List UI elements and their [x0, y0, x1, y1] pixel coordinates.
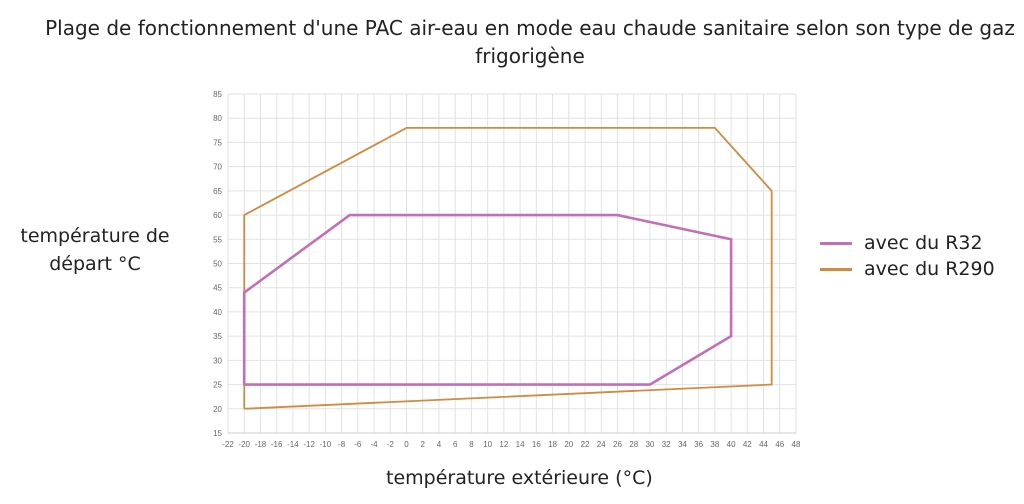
x-tick-label: 42 [743, 440, 752, 449]
y-tick-label: 45 [213, 284, 222, 293]
x-tick-label: 46 [775, 440, 784, 449]
x-tick-label: -2 [387, 440, 395, 449]
x-tick-label: -10 [320, 440, 332, 449]
x-tick-label: -12 [303, 440, 315, 449]
x-tick-label: 28 [629, 440, 638, 449]
x-tick-label: 4 [437, 440, 442, 449]
x-tick-label: -20 [238, 440, 250, 449]
x-tick-label: 40 [727, 440, 736, 449]
legend: avec du R32 avec du R290 [820, 230, 995, 282]
x-tick-label: 2 [421, 440, 426, 449]
legend-swatch-r290 [820, 267, 852, 271]
series-line-r290 [243, 127, 773, 410]
y-tick-label: 75 [213, 138, 222, 147]
x-tick-label: 26 [613, 440, 622, 449]
x-tick-label: 48 [792, 440, 801, 449]
x-tick-label: 30 [645, 440, 654, 449]
x-tick-label: 38 [710, 440, 719, 449]
x-tick-label: 10 [483, 440, 492, 449]
x-tick-label: -6 [354, 440, 362, 449]
series-line-r32 [242, 213, 733, 386]
x-tick-label: 6 [453, 440, 458, 449]
x-tick-label: -8 [338, 440, 346, 449]
x-tick-label: 8 [469, 440, 474, 449]
y-tick-label: 40 [213, 308, 222, 317]
y-tick-label: 65 [213, 187, 222, 196]
y-tick-label: 60 [213, 211, 222, 220]
x-tick-label: 24 [597, 440, 606, 449]
x-tick-label: 22 [581, 440, 590, 449]
x-tick-label: 14 [516, 440, 525, 449]
x-tick-label: -14 [287, 440, 299, 449]
legend-item-r290: avec du R290 [820, 256, 995, 282]
x-tick-label: -16 [271, 440, 283, 449]
x-tick-label: 44 [759, 440, 768, 449]
legend-swatch-r32 [820, 241, 852, 245]
y-tick-label: 80 [213, 114, 222, 123]
y-tick-label: 35 [213, 332, 222, 341]
x-axis-label: température extérieure (°C) [386, 467, 653, 489]
x-tick-label: 36 [694, 440, 703, 449]
x-tick-label: 18 [548, 440, 557, 449]
y-tick-label: 70 [213, 163, 222, 172]
chart-title: Plage de fonctionnement d'une PAC air-ea… [45, 16, 1015, 68]
y-tick-label: 25 [213, 381, 222, 390]
y-tick-label: 50 [213, 260, 222, 269]
legend-item-r32: avec du R32 [820, 230, 995, 256]
y-tick-label: 30 [213, 356, 222, 365]
y-axis-label: température de départ °C [20, 225, 170, 275]
x-tick-label: 16 [532, 440, 541, 449]
x-tick-label: 12 [499, 440, 508, 449]
x-tick-label: -4 [370, 440, 378, 449]
y-tick-label: 20 [213, 405, 222, 414]
y-tick-label: 85 [213, 90, 222, 99]
x-tick-label: -18 [255, 440, 267, 449]
x-tick-label: 34 [678, 440, 687, 449]
y-tick-label: 15 [213, 429, 222, 438]
x-tick-label: 32 [662, 440, 671, 449]
legend-label-r290: avec du R290 [864, 258, 995, 280]
x-tick-label: 0 [404, 440, 409, 449]
legend-label-r32: avec du R32 [864, 232, 983, 254]
y-tick-label: 55 [213, 235, 222, 244]
x-tick-label: 20 [564, 440, 573, 449]
x-tick-label: -22 [222, 440, 234, 449]
